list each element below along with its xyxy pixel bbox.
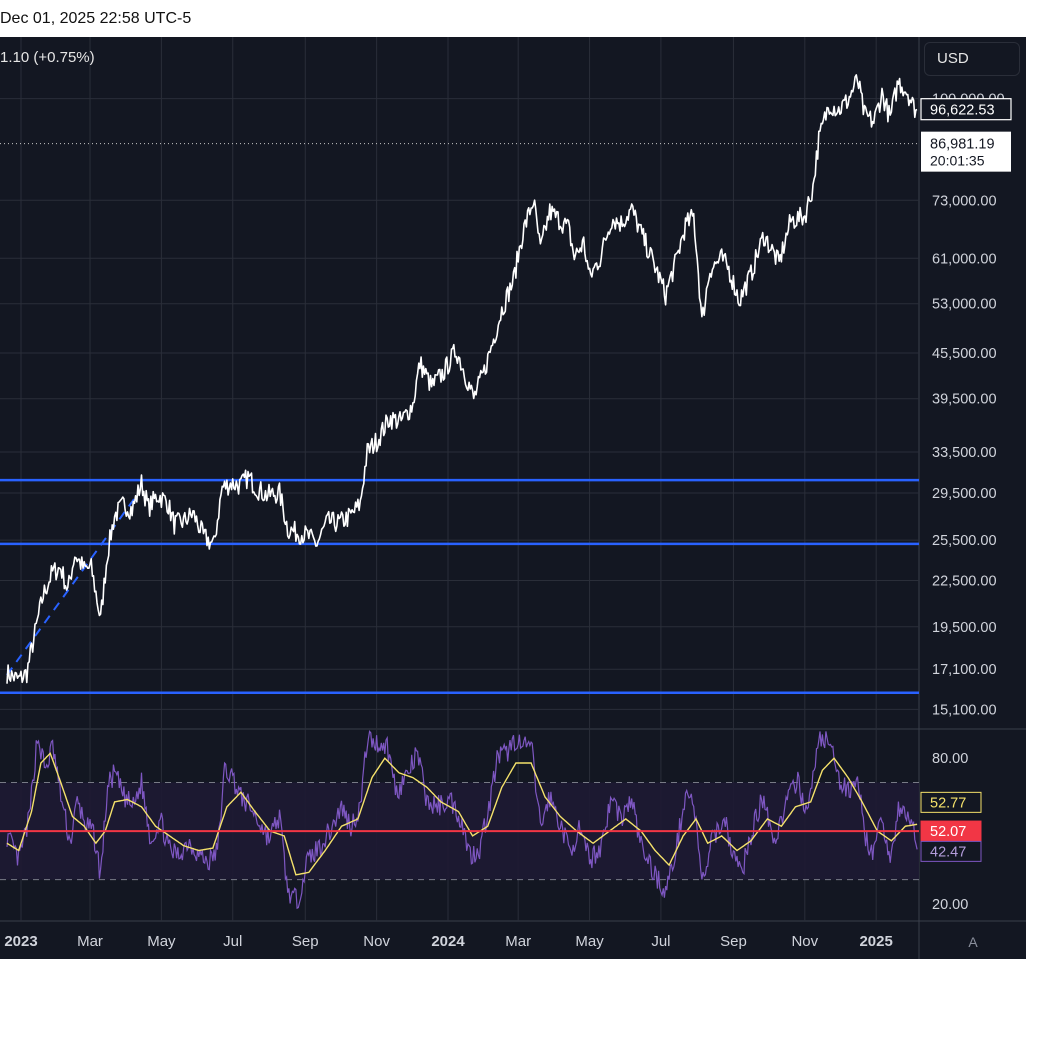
rsi-value-box xyxy=(920,840,982,862)
x-tick-label: 2024 xyxy=(431,933,465,950)
x-tick-label: Mar xyxy=(77,933,103,950)
last-price-box xyxy=(920,98,1012,121)
rsi-value-label: 42.47 xyxy=(930,844,966,860)
rsi-value-label: 52.07 xyxy=(930,824,966,840)
current-price-box xyxy=(921,131,1011,172)
y-tick-label: 61,000.00 xyxy=(932,251,997,267)
x-tick-label: Sep xyxy=(292,933,319,950)
y-tick-label: 33,500.00 xyxy=(932,445,997,461)
x-tick-label: Sep xyxy=(720,933,747,950)
y-tick-label: 39,500.00 xyxy=(932,392,997,408)
y-tick-label: 53,000.00 xyxy=(932,297,997,313)
x-tick-label: Nov xyxy=(791,933,818,950)
y-tick-label: 15,100.00 xyxy=(932,702,997,718)
rsi-tick-label: 80.00 xyxy=(932,751,968,767)
price-change-label: 1.10 (+0.75%) xyxy=(0,49,95,66)
y-tick-label: 45,500.00 xyxy=(932,346,997,362)
auto-scale-button[interactable]: A xyxy=(968,934,978,950)
y-tick-label: 22,500.00 xyxy=(932,574,997,590)
x-tick-label: Mar xyxy=(505,933,531,950)
y-tick-label: 29,500.00 xyxy=(932,486,997,502)
countdown-label: 20:01:35 xyxy=(930,153,985,169)
chart-panel[interactable]: 2023 Mar May Jul Sep Nov 2024 Mar May Jul Sep Nov 20… xyxy=(0,37,1026,959)
price-chart[interactable]: 2023 Mar May Jul Sep Nov 2024 Mar May Jul Sep Nov 20… xyxy=(0,37,1026,959)
currency-button[interactable]: USD xyxy=(924,42,1020,76)
chart-header-date: Dec 01, 2025 22:58 UTC-5 xyxy=(0,10,192,27)
rsi-value-label: 52.77 xyxy=(930,795,966,811)
x-tick-label: May xyxy=(575,933,604,950)
last-price-label: 96,622.53 xyxy=(930,103,995,119)
rsi-ma-line xyxy=(6,751,918,876)
y-tick-label: 73,000.00 xyxy=(932,193,997,209)
y-tick-label: 17,100.00 xyxy=(932,662,997,678)
x-tick-label: May xyxy=(147,933,176,950)
x-tick-label: Nov xyxy=(363,933,390,950)
price-series-line xyxy=(6,74,918,684)
y-tick-label: 25,500.00 xyxy=(932,533,997,549)
x-tick-label: Jul xyxy=(223,933,242,950)
y-tick-label: 19,500.00 xyxy=(932,620,997,636)
x-tick-label: 2023 xyxy=(4,933,37,950)
trendline-dashed xyxy=(6,494,138,676)
current-price-label: 86,981.19 xyxy=(930,137,995,153)
rsi-value-box xyxy=(920,791,982,813)
x-tick-label: Jul xyxy=(651,933,670,950)
x-tick-label: 2025 xyxy=(859,933,892,950)
rsi-tick-label: 20.00 xyxy=(932,897,968,913)
